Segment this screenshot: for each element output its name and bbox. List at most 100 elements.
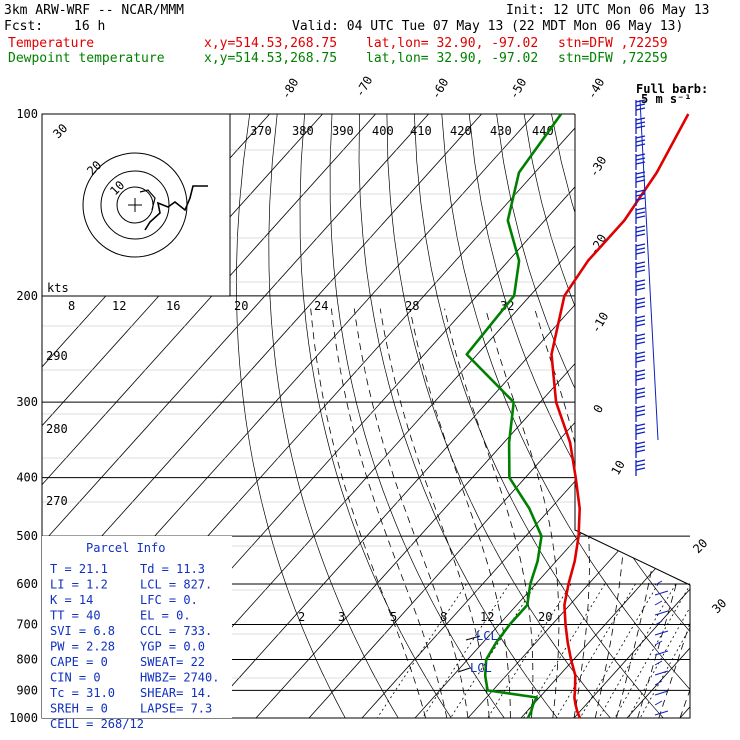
wind-barb-flag xyxy=(635,297,646,301)
hodograph-trace-low xyxy=(139,189,156,211)
parcel-row-right: LCL = 827. xyxy=(140,578,212,592)
wind-barb-flag xyxy=(635,153,646,157)
parcel-row-left: CIN = 0 xyxy=(50,671,101,685)
fcst-hours: 16 h xyxy=(74,19,106,34)
mixing-ratio-label-low: 3 xyxy=(338,610,345,624)
wind-barb-flag xyxy=(635,135,646,139)
barb-key-line1: Full barb: xyxy=(636,82,708,96)
theta-label: 280 xyxy=(46,422,68,436)
mixing-ratio-label: 24 xyxy=(314,299,328,313)
dry-adiabat xyxy=(413,114,664,718)
parcel-row-right: CCL = 733. xyxy=(140,624,212,638)
wind-barb-low xyxy=(654,680,663,686)
mixing-ratio-label: 16 xyxy=(166,299,180,313)
mixing-ratio-label: 12 xyxy=(112,299,126,313)
wind-barb-low xyxy=(654,630,669,636)
wind-barb-flag xyxy=(635,301,646,305)
dry-adiabat xyxy=(688,114,690,718)
parcel-row-right: YGP = 0.0 xyxy=(140,640,205,654)
temperature-profile xyxy=(550,113,690,719)
pressure-label-500: 500 xyxy=(16,529,38,543)
wind-barb-flag xyxy=(635,323,646,327)
lcl-marker-2 xyxy=(457,667,471,673)
isotherm-line xyxy=(42,114,482,718)
wind-barb-flag xyxy=(635,359,646,363)
dewpoint-profile xyxy=(465,113,563,719)
wind-barb-low xyxy=(654,620,663,626)
wind-barb-flag xyxy=(635,279,646,283)
parcel-row-right: HWBZ= 2740. xyxy=(140,671,219,685)
isotherm-line xyxy=(626,114,690,718)
isotherm-label: 20 xyxy=(690,536,710,556)
dry-adiabat xyxy=(268,114,399,718)
hodograph-units: kts xyxy=(47,281,69,295)
wind-barb-flag xyxy=(635,243,646,247)
parcel-row-left: PW = 2.28 xyxy=(50,640,115,654)
barb-column-axis xyxy=(639,99,659,441)
hodograph-ring-20 xyxy=(100,170,170,240)
wind-barb-low xyxy=(654,580,663,586)
wind-barb-flag xyxy=(635,207,646,211)
mixing-ratio-label: 20 xyxy=(234,299,248,313)
wind-barb-low xyxy=(654,710,669,716)
dry-adiabat xyxy=(496,114,690,718)
moist-adiabat xyxy=(409,308,511,718)
theta-label: 270 xyxy=(46,494,68,508)
dry-adiabat xyxy=(606,114,690,718)
pressure-label-700: 700 xyxy=(16,617,38,631)
wind-barb-flag xyxy=(635,305,646,309)
wind-barb-flag xyxy=(635,117,646,121)
theta-label: 410 xyxy=(410,124,432,138)
wind-barbs xyxy=(635,99,669,716)
wind-barb-flag xyxy=(635,233,646,237)
dry-adiabat xyxy=(633,114,690,718)
mixing-ratio-label: 8 xyxy=(68,299,75,313)
wind-barb-flag xyxy=(635,467,646,471)
isotherm-line xyxy=(520,114,690,718)
parcel-row-right: Td = 11.3 xyxy=(140,562,205,576)
mixing-ratio-line xyxy=(598,583,677,718)
theta-label: 430 xyxy=(490,124,512,138)
mixing-ratio-label-low: 12 xyxy=(480,610,494,624)
wind-barb-flag xyxy=(635,229,646,233)
parcel-row-left: LI = 1.2 xyxy=(50,578,108,592)
isotherm-line xyxy=(679,114,690,718)
isotherm-label: -50 xyxy=(506,76,529,102)
temperature-legend: Temperature xyxy=(8,36,95,51)
wind-barb-low xyxy=(654,610,669,616)
valid-time: Valid: 04 UTC Tue 07 May 13 (22 MDT Mon … xyxy=(292,19,684,34)
wind-barb-flag xyxy=(635,287,646,291)
wind-barb-flag xyxy=(635,251,646,255)
mixing-ratio-label-low: 2 xyxy=(298,610,305,624)
wind-barb-flag xyxy=(635,409,646,413)
wind-barb-flag xyxy=(635,391,646,395)
wind-barb-flag xyxy=(635,247,646,251)
parcel-row-right: SHEAR= 14. xyxy=(140,686,212,700)
wind-barb-flag xyxy=(635,315,646,319)
parcel-row-right: SWEAT= 22 xyxy=(140,655,205,669)
wind-barb-low xyxy=(654,670,669,676)
wind-barb-flag xyxy=(635,121,646,125)
moist-adiabat xyxy=(679,308,690,718)
theta-label: 290 xyxy=(46,349,68,363)
dry-adiabat xyxy=(441,114,690,718)
moist-adiabat xyxy=(592,308,626,718)
theta-label: 370 xyxy=(250,124,272,138)
parcel-row-left: SREH = 0 xyxy=(50,702,108,716)
wind-barb-flag xyxy=(635,283,646,287)
mixing-ratio-line xyxy=(376,583,467,718)
parcel-info-title: Parcel Info xyxy=(86,541,165,555)
pressure-label-400: 400 xyxy=(16,471,38,485)
moist-adiabat xyxy=(353,308,469,718)
moist-adiabat xyxy=(616,308,670,718)
mixing-ratio-line xyxy=(422,583,510,718)
pressure-label-600: 600 xyxy=(16,577,38,591)
parcel-row-left: K = 14 xyxy=(50,593,93,607)
wind-barb-flag xyxy=(635,197,646,201)
theta-label: 380 xyxy=(292,124,314,138)
dry-adiabat xyxy=(329,114,505,718)
wind-barb-flag xyxy=(635,445,646,449)
lcl-marker-1 xyxy=(465,635,481,641)
wind-barb-low xyxy=(654,660,663,666)
